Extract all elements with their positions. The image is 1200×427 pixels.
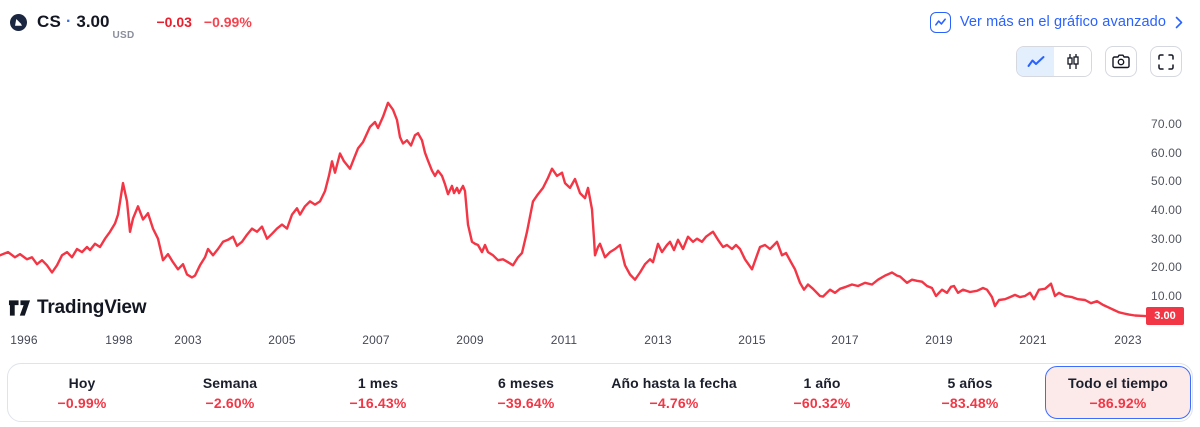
price-change-percent: −0.99% bbox=[203, 14, 252, 30]
period-label: 1 mes bbox=[357, 374, 399, 391]
price-axis-label: 20.00 bbox=[1151, 260, 1183, 275]
periods-bar: Hoy −0.99% Semana −2.60% 1 mes −16.43% 6 meses… bbox=[7, 363, 1193, 422]
tradingview-logo-icon bbox=[8, 300, 31, 316]
period-1-año[interactable]: 1 año −60.32% bbox=[749, 366, 895, 419]
time-axis-label: 2005 bbox=[268, 333, 296, 347]
period-value: −86.92% bbox=[1089, 394, 1147, 411]
time-axis-label: 2007 bbox=[362, 333, 390, 347]
time-axis-label: 2019 bbox=[925, 333, 953, 347]
time-axis-label: 2009 bbox=[456, 333, 484, 347]
time-axis-label: 2011 bbox=[550, 333, 578, 347]
period-label: 1 año bbox=[803, 374, 841, 391]
period-semana[interactable]: Semana −2.60% bbox=[157, 366, 303, 419]
chevron-right-icon bbox=[1175, 16, 1183, 28]
time-axis-label: 1996 bbox=[10, 333, 38, 347]
time-axis-label: 2017 bbox=[831, 333, 859, 347]
camera-icon bbox=[1112, 54, 1130, 69]
price-axis-label: 40.00 bbox=[1151, 203, 1183, 217]
tradingview-wordmark: TradingView bbox=[37, 297, 147, 318]
symbol-name: CS bbox=[37, 12, 62, 31]
period-value: −39.64% bbox=[497, 394, 555, 411]
chart-style-toggle bbox=[1016, 46, 1092, 77]
period-value: −0.99% bbox=[57, 394, 107, 411]
period-value: −4.76% bbox=[649, 394, 699, 411]
time-axis-label: 2013 bbox=[644, 333, 672, 347]
symbol-separator: · bbox=[66, 13, 72, 30]
snapshot-button[interactable] bbox=[1105, 46, 1137, 77]
fullscreen-button[interactable] bbox=[1150, 46, 1182, 77]
time-axis-label: 1998 bbox=[105, 333, 133, 347]
advanced-chart-link-label: Ver más en el gráfico avanzado bbox=[959, 14, 1166, 30]
price-axis-label: 10.00 bbox=[1151, 289, 1183, 303]
tradingview-attribution[interactable]: TradingView bbox=[8, 297, 147, 319]
chart-toolbar bbox=[1016, 46, 1182, 77]
period-value: −2.60% bbox=[205, 394, 255, 411]
symbol-header: CS · 3.00 USD −0.03 −0.99% bbox=[0, 0, 1200, 44]
period-label: Año hasta la fecha bbox=[611, 374, 737, 391]
price-change: −0.03 bbox=[156, 14, 192, 30]
candlestick-icon bbox=[1066, 54, 1079, 69]
period-label: Todo el tiempo bbox=[1068, 374, 1168, 391]
credit-suisse-logo bbox=[10, 13, 27, 31]
time-axis-label: 2021 bbox=[1019, 333, 1047, 347]
period-1-mes[interactable]: 1 mes −16.43% bbox=[305, 366, 451, 419]
price-axis-label: 50.00 bbox=[1151, 174, 1183, 189]
price-chart[interactable] bbox=[0, 60, 1200, 360]
period-año-hasta-la-fecha[interactable]: Año hasta la fecha −4.76% bbox=[601, 366, 747, 419]
time-axis-label: 2003 bbox=[174, 333, 202, 347]
line-chart-icon bbox=[1027, 55, 1044, 67]
period-6-meses[interactable]: 6 meses −39.64% bbox=[453, 366, 599, 419]
period-label: Semana bbox=[202, 374, 258, 391]
period-label: 5 años bbox=[947, 374, 993, 391]
fullscreen-icon bbox=[1158, 53, 1174, 70]
candles-style-button[interactable] bbox=[1054, 47, 1091, 76]
price-axis-label: 30.00 bbox=[1151, 231, 1183, 246]
line-style-button[interactable] bbox=[1017, 47, 1054, 76]
time-axis-label: 2023 bbox=[1114, 333, 1142, 347]
symbol-price: 3.00 bbox=[76, 12, 110, 31]
period-todo-el-tiempo[interactable]: Todo el tiempo −86.92% bbox=[1045, 366, 1191, 419]
sail-icon bbox=[15, 18, 22, 26]
period-value: −60.32% bbox=[793, 394, 851, 411]
period-5-años[interactable]: 5 años −83.48% bbox=[897, 366, 1043, 419]
mini-chart-icon bbox=[929, 11, 951, 33]
price-axis-label: 70.00 bbox=[1151, 117, 1183, 131]
price-axis-label: 60.00 bbox=[1151, 145, 1183, 160]
advanced-chart-link[interactable]: Ver más en el gráfico avanzado bbox=[929, 0, 1183, 44]
time-axis-label: 2015 bbox=[738, 333, 766, 347]
period-label: Hoy bbox=[68, 374, 96, 391]
period-value: −16.43% bbox=[349, 394, 407, 411]
symbol-currency: USD bbox=[112, 30, 135, 41]
period-hoy[interactable]: Hoy −0.99% bbox=[9, 366, 155, 419]
last-price-badge: 3.00 bbox=[1146, 307, 1184, 326]
period-label: 6 meses bbox=[498, 374, 554, 391]
period-value: −83.48% bbox=[941, 394, 999, 411]
